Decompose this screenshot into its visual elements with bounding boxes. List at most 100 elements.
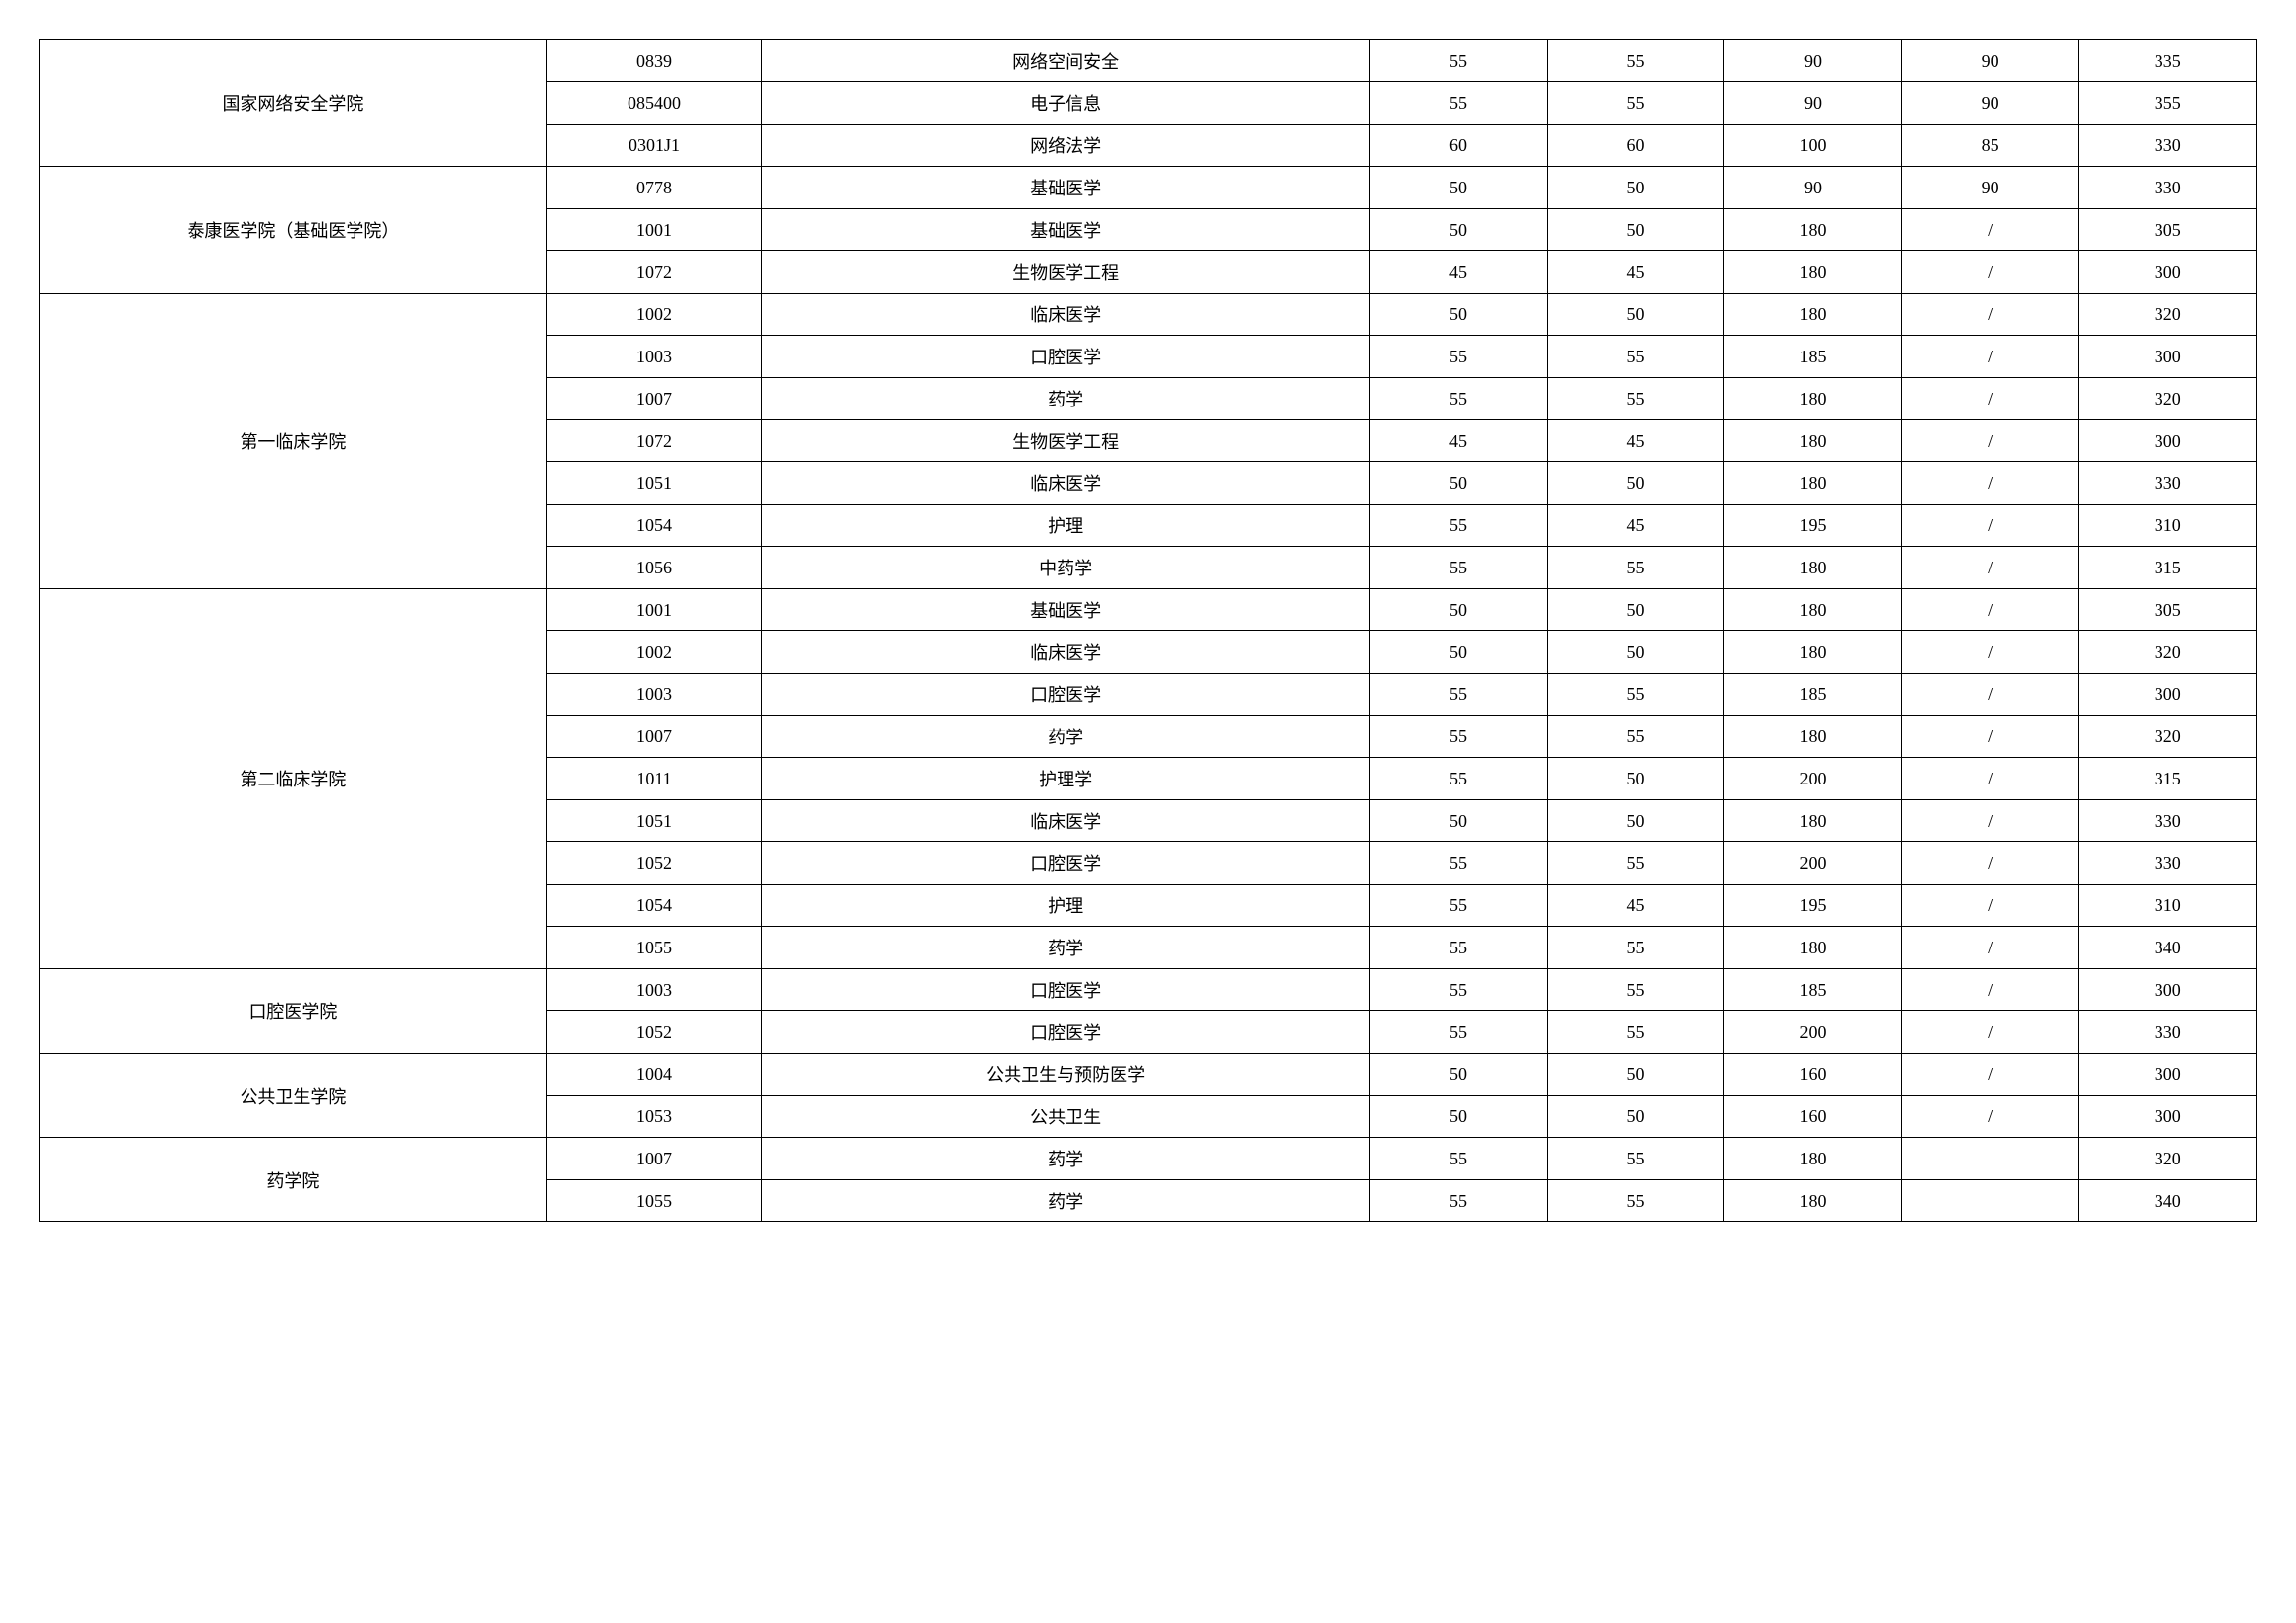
- school-cell: 口腔医学院: [40, 969, 547, 1054]
- score3-cell: 180: [1724, 1138, 1902, 1180]
- score2-cell: 55: [1547, 378, 1724, 420]
- school-cell: 药学院: [40, 1138, 547, 1222]
- score4-cell: 90: [1901, 40, 2079, 82]
- score3-cell: 180: [1724, 209, 1902, 251]
- score3-cell: 200: [1724, 842, 1902, 885]
- school-cell: 第一临床学院: [40, 294, 547, 589]
- code-cell: 1002: [546, 631, 761, 674]
- score4-cell: /: [1901, 1096, 2079, 1138]
- table-row: 公共卫生学院1004公共卫生与预防医学5050160/300: [40, 1054, 2257, 1096]
- score1-cell: 55: [1370, 505, 1548, 547]
- major-cell: 药学: [762, 1138, 1370, 1180]
- code-cell: 1003: [546, 969, 761, 1011]
- score4-cell: 90: [1901, 167, 2079, 209]
- score2-cell: 55: [1547, 842, 1724, 885]
- score1-cell: 50: [1370, 167, 1548, 209]
- score3-cell: 195: [1724, 885, 1902, 927]
- score2-cell: 45: [1547, 420, 1724, 462]
- score2-cell: 50: [1547, 209, 1724, 251]
- code-cell: 1052: [546, 1011, 761, 1054]
- code-cell: 085400: [546, 82, 761, 125]
- total-cell: 320: [2079, 716, 2257, 758]
- score4-cell: /: [1901, 209, 2079, 251]
- code-cell: 0839: [546, 40, 761, 82]
- code-cell: 1002: [546, 294, 761, 336]
- score3-cell: 180: [1724, 378, 1902, 420]
- score1-cell: 55: [1370, 842, 1548, 885]
- score4-cell: /: [1901, 800, 2079, 842]
- code-cell: 1053: [546, 1096, 761, 1138]
- major-cell: 口腔医学: [762, 336, 1370, 378]
- major-cell: 药学: [762, 927, 1370, 969]
- code-cell: 1051: [546, 800, 761, 842]
- code-cell: 1001: [546, 589, 761, 631]
- major-cell: 临床医学: [762, 462, 1370, 505]
- score2-cell: 55: [1547, 40, 1724, 82]
- major-cell: 生物医学工程: [762, 251, 1370, 294]
- score3-cell: 180: [1724, 294, 1902, 336]
- code-cell: 0301J1: [546, 125, 761, 167]
- score1-cell: 50: [1370, 462, 1548, 505]
- total-cell: 320: [2079, 294, 2257, 336]
- score3-cell: 90: [1724, 82, 1902, 125]
- total-cell: 330: [2079, 1011, 2257, 1054]
- code-cell: 1055: [546, 1180, 761, 1222]
- code-cell: 1001: [546, 209, 761, 251]
- score1-cell: 55: [1370, 378, 1548, 420]
- code-cell: 1056: [546, 547, 761, 589]
- score4-cell: /: [1901, 505, 2079, 547]
- score2-cell: 55: [1547, 927, 1724, 969]
- score4-cell: /: [1901, 758, 2079, 800]
- score2-cell: 55: [1547, 1011, 1724, 1054]
- total-cell: 300: [2079, 1054, 2257, 1096]
- score3-cell: 185: [1724, 674, 1902, 716]
- score1-cell: 55: [1370, 1011, 1548, 1054]
- score1-cell: 50: [1370, 209, 1548, 251]
- code-cell: 1003: [546, 336, 761, 378]
- major-cell: 基础医学: [762, 589, 1370, 631]
- major-cell: 药学: [762, 1180, 1370, 1222]
- score1-cell: 55: [1370, 716, 1548, 758]
- code-cell: 1054: [546, 885, 761, 927]
- major-cell: 护理: [762, 885, 1370, 927]
- score3-cell: 180: [1724, 589, 1902, 631]
- code-cell: 1051: [546, 462, 761, 505]
- total-cell: 300: [2079, 674, 2257, 716]
- score4-cell: [1901, 1138, 2079, 1180]
- score2-cell: 50: [1547, 1054, 1724, 1096]
- score3-cell: 180: [1724, 462, 1902, 505]
- code-cell: 1007: [546, 378, 761, 420]
- score4-cell: /: [1901, 1054, 2079, 1096]
- major-cell: 口腔医学: [762, 674, 1370, 716]
- score2-cell: 55: [1547, 82, 1724, 125]
- table-row: 药学院1007药学5555180320: [40, 1138, 2257, 1180]
- score1-cell: 55: [1370, 40, 1548, 82]
- score3-cell: 180: [1724, 1180, 1902, 1222]
- score2-cell: 50: [1547, 294, 1724, 336]
- score3-cell: 180: [1724, 800, 1902, 842]
- total-cell: 355: [2079, 82, 2257, 125]
- major-cell: 临床医学: [762, 631, 1370, 674]
- major-cell: 护理学: [762, 758, 1370, 800]
- total-cell: 330: [2079, 842, 2257, 885]
- score2-cell: 50: [1547, 462, 1724, 505]
- score1-cell: 55: [1370, 927, 1548, 969]
- total-cell: 300: [2079, 420, 2257, 462]
- score2-cell: 60: [1547, 125, 1724, 167]
- total-cell: 330: [2079, 125, 2257, 167]
- score2-cell: 55: [1547, 336, 1724, 378]
- score4-cell: [1901, 1180, 2079, 1222]
- score2-cell: 50: [1547, 800, 1724, 842]
- score4-cell: /: [1901, 547, 2079, 589]
- score4-cell: /: [1901, 589, 2079, 631]
- score4-cell: /: [1901, 336, 2079, 378]
- score2-cell: 50: [1547, 589, 1724, 631]
- score4-cell: /: [1901, 927, 2079, 969]
- table-row: 第二临床学院1001基础医学5050180/305: [40, 589, 2257, 631]
- score1-cell: 50: [1370, 294, 1548, 336]
- score3-cell: 200: [1724, 758, 1902, 800]
- major-cell: 网络法学: [762, 125, 1370, 167]
- code-cell: 1007: [546, 716, 761, 758]
- score3-cell: 185: [1724, 969, 1902, 1011]
- major-cell: 网络空间安全: [762, 40, 1370, 82]
